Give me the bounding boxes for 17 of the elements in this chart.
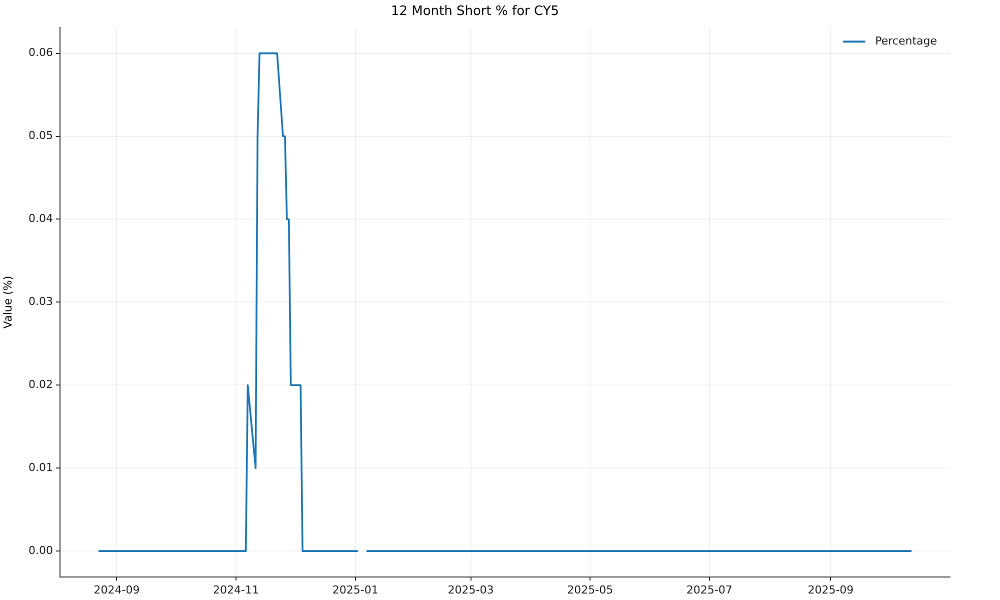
x-tick-label: 2025-01 — [332, 583, 378, 596]
y-tick-label: 0.00 — [28, 544, 53, 557]
legend-label: Percentage — [875, 34, 938, 48]
x-tick-label: 2024-09 — [94, 583, 140, 596]
x-tick-label: 2024-11 — [213, 583, 260, 596]
chart-title: 12 Month Short % for CY5 — [390, 4, 560, 20]
y-tick-label: 0.03 — [28, 295, 53, 308]
x-tick-label: 2025-05 — [567, 583, 614, 596]
y-tick-label: 0.02 — [28, 378, 53, 392]
x-tick-label: 2025-07 — [686, 583, 732, 596]
y-tick-label: 0.06 — [28, 46, 53, 60]
x-tick-label: 2025-09 — [808, 583, 854, 596]
y-tick-label: 0.01 — [28, 460, 53, 474]
y-tick-label: 0.04 — [28, 212, 53, 226]
x-tick-label: 2025-03 — [448, 583, 494, 596]
y-tick-label: 0.05 — [28, 129, 53, 142]
y-axis-title: Value (%) — [1, 276, 14, 329]
